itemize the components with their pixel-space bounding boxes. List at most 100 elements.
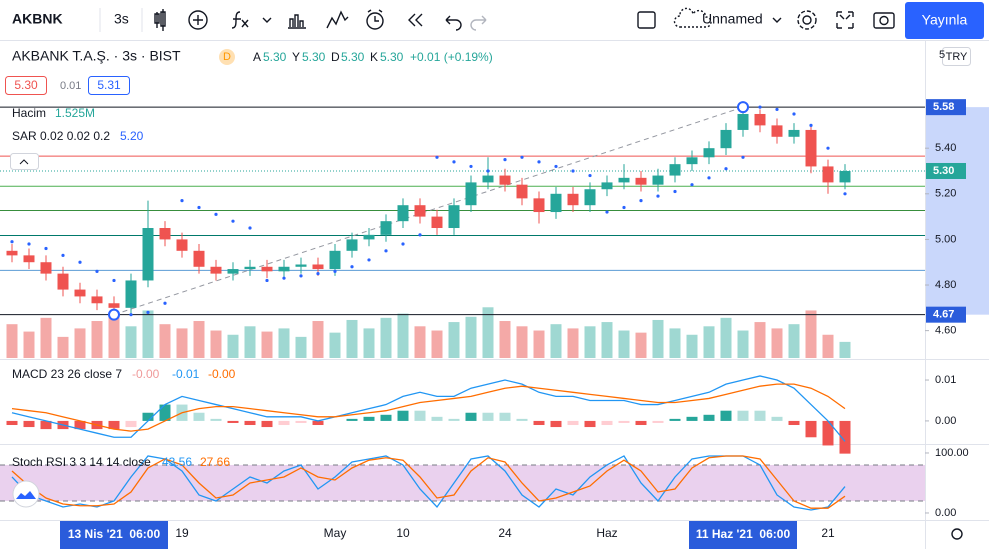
- sar-dot: [248, 226, 252, 230]
- volume-bar: [822, 334, 834, 358]
- macd-hist-bar: [533, 420, 545, 426]
- candle-body: [465, 182, 477, 206]
- volume-bar: [57, 336, 69, 358]
- volume-bar: [839, 341, 851, 358]
- macd-hist-bar: [6, 420, 18, 426]
- sar-dot: [792, 112, 796, 116]
- candle-body: [176, 239, 188, 251]
- maximize-icon[interactable]: [836, 11, 854, 29]
- y-tick-label: 5.20: [935, 188, 956, 200]
- ohlc-key: D: [331, 50, 340, 64]
- price-range-highlight: [926, 107, 989, 315]
- symbol[interactable]: AKBNK: [12, 11, 63, 27]
- candle-body: [601, 182, 613, 190]
- macd-hist-bar: [397, 410, 409, 421]
- volume-bar: [482, 307, 494, 358]
- layout-name[interactable]: Unnamed: [702, 11, 763, 27]
- ask-box[interactable]: [88, 76, 130, 95]
- sar-dot: [146, 310, 150, 314]
- interval[interactable]: 3s: [114, 11, 129, 27]
- currency-box[interactable]: [942, 47, 971, 66]
- stoch-d-value: 27.66: [200, 455, 230, 469]
- volume-bar: [550, 324, 562, 358]
- undo-icon[interactable]: [445, 15, 462, 31]
- candle-body: [125, 280, 137, 308]
- bid-box[interactable]: [5, 76, 47, 95]
- volume-bar: [703, 326, 715, 358]
- macd-hist-bar: [431, 416, 443, 421]
- fullscreen-toggle[interactable]: [637, 11, 656, 29]
- macd-hist-bar: [227, 420, 239, 423]
- volume-bar: [159, 324, 171, 358]
- collapse-button[interactable]: [10, 153, 39, 170]
- sar-dot: [537, 160, 541, 164]
- sar-dot: [367, 258, 371, 262]
- sar-dot: [27, 242, 31, 246]
- x-tick-label: May: [324, 526, 347, 540]
- candle-body: [346, 239, 358, 251]
- candle-body: [516, 184, 528, 199]
- candle-body: [261, 266, 273, 272]
- sar-dot: [452, 160, 456, 164]
- volume-bar: [448, 322, 460, 358]
- candles-icon[interactable]: [154, 9, 166, 31]
- logo-button[interactable]: [12, 480, 40, 508]
- volume-bar: [312, 321, 324, 358]
- candle-body: [414, 205, 426, 217]
- axis-settings[interactable]: [951, 528, 963, 540]
- sar-dot: [10, 240, 14, 244]
- collapse-icon: [19, 159, 29, 165]
- macd-hist-bar: [567, 420, 579, 426]
- candle-body: [652, 175, 664, 185]
- candle-body: [635, 177, 647, 185]
- volume-bar: [618, 330, 630, 358]
- legend: AKBANK T.A.Ş. · 3s · BIST D A 5.30 Y 5.3…: [5, 47, 971, 540]
- sar-dot: [197, 205, 201, 210]
- currency: TRY: [946, 51, 968, 63]
- sar-dot: [333, 269, 337, 273]
- time-highlight: 11 Haz '21 06:00: [696, 527, 791, 541]
- y-tick-label: 5.40: [935, 142, 956, 154]
- volume-bar: [686, 334, 698, 358]
- macd-hist-bar: [74, 420, 86, 430]
- alert-icon-hands: [367, 9, 383, 22]
- dropdown-icon[interactable]: [262, 17, 272, 23]
- instrument-name: AKBANK T.A.Ş. · 3s · BIST: [12, 48, 181, 64]
- macd-hist-bar: [635, 420, 647, 426]
- trend-anchor: [737, 101, 749, 114]
- x-tick-label: 21: [821, 526, 835, 540]
- candle-body: [669, 164, 681, 176]
- dropdown-icon[interactable]: [772, 17, 782, 23]
- indicators-icon[interactable]: [231, 11, 249, 29]
- candle-body: [533, 198, 545, 213]
- volume-bar: [499, 321, 511, 358]
- candle-body: [618, 177, 630, 183]
- macd-hist-bar: [550, 420, 562, 428]
- sar-dot: [707, 176, 711, 180]
- volume-bar: [771, 328, 783, 358]
- macd-hist-bar: [414, 410, 426, 421]
- chart-type-icon[interactable]: [326, 10, 349, 29]
- volume-bar: [244, 326, 256, 358]
- compare-icon[interactable]: [288, 14, 306, 29]
- stoch-name: Stoch RSI 3 3 14 14 close: [12, 455, 151, 469]
- sar-dot: [673, 189, 677, 194]
- replay-icon[interactable]: [408, 13, 423, 27]
- snapshot-lens: [879, 15, 889, 26]
- candle-body: [737, 113, 749, 130]
- alert-icon[interactable]: [366, 12, 384, 30]
- volume-bar: [142, 310, 154, 358]
- add-icon[interactable]: [188, 10, 208, 30]
- signal-line: [11, 383, 846, 432]
- settings-icon[interactable]: [802, 15, 812, 25]
- snapshot-icon[interactable]: [873, 12, 895, 29]
- sar-dot: [622, 205, 626, 210]
- volume-bar: [74, 328, 86, 358]
- candle-body: [499, 175, 511, 185]
- macd-hist-bar: [40, 420, 52, 430]
- add-icon-plus: [193, 15, 203, 25]
- publish-button[interactable]: [905, 2, 984, 39]
- candle-body: [23, 255, 35, 263]
- volume-bar: [652, 319, 664, 358]
